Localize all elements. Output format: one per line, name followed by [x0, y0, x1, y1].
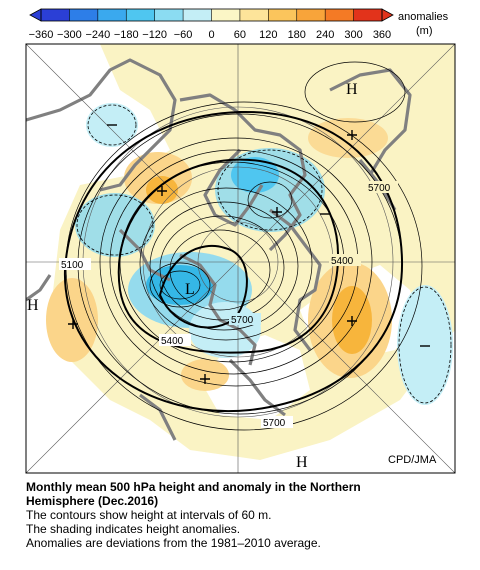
colorbar-segment	[69, 9, 99, 21]
colorbar-tick-label: 180	[288, 29, 306, 41]
colorbar-tick-label: −180	[114, 29, 139, 41]
colorbar-segment	[97, 9, 127, 21]
colorbar-segment	[154, 9, 184, 21]
colorbar-left-arrow	[29, 8, 42, 22]
colorbar-tick-label: −120	[142, 29, 167, 41]
colorbar-tick-label: 300	[344, 29, 362, 41]
colorbar-units: (m)	[416, 25, 433, 37]
high-center-west: H	[27, 297, 39, 314]
caption-anomaly-note: Anomalies are deviations from the 1981–2…	[26, 536, 321, 550]
high-center-north: H	[346, 81, 358, 98]
caption-title-line-2: Hemisphere (Dec.2016)	[26, 494, 159, 508]
colorbar-right-arrow	[381, 8, 394, 22]
caption-contour-note: The contours show height at intervals of…	[26, 508, 272, 522]
colorbar-segment	[183, 9, 212, 21]
colorbar-tick-label: 120	[259, 29, 277, 41]
colorbar-segment	[325, 9, 354, 21]
anomaly-colorbar: −360 −300 −240 −180 −120 −60 0 60 120 180 240 300 36…	[29, 8, 449, 41]
colorbar-tick-label: 360	[373, 29, 391, 41]
map-credit: CPD/JMA	[388, 454, 437, 466]
contour-label-5400-west: 5400	[161, 336, 184, 347]
colorbar-segment	[211, 9, 241, 21]
colorbar-tick-label: −60	[174, 29, 193, 41]
contour-label-5700-west: 5100	[61, 260, 84, 271]
low-center: L	[185, 281, 195, 298]
figure-caption: Monthly mean 500 hPa height and anomaly …	[26, 480, 466, 550]
colorbar-segment	[41, 9, 70, 21]
anomaly-shading	[46, 103, 453, 405]
colorbar-segment	[268, 9, 298, 21]
contour-label-5700-east: 5700	[368, 183, 391, 194]
contour-label-5400-east: 5400	[331, 256, 354, 267]
colorbar-tick-label: −360	[29, 29, 54, 41]
caption-title-line-1: Monthly mean 500 hPa height and anomaly …	[26, 480, 361, 494]
colorbar-segment	[296, 9, 326, 21]
pressure-centers: H H H L	[27, 81, 358, 471]
anomaly-sign-markers	[68, 124, 430, 384]
colorbar-tick-label: −300	[57, 29, 82, 41]
map-panel: 5700 5400 5400 5100 5700 5700 H H H L CP…	[25, 43, 456, 474]
height-anomaly-map-figure: −360 −300 −240 −180 −120 −60 0 60 120 180 240 300 36…	[25, 8, 456, 474]
colorbar-segment	[126, 9, 155, 21]
high-center-south: H	[296, 454, 308, 471]
contour-label-5100: 5700	[231, 315, 254, 326]
colorbar-segment	[353, 9, 383, 21]
contour-labels: 5700 5400 5400 5100 5700 5700	[59, 181, 398, 429]
caption-shading-note: The shading indicates height anomalies.	[26, 522, 241, 536]
colorbar-segment	[239, 9, 269, 21]
colorbar-tick-label: −240	[85, 29, 110, 41]
contour-label-5700-south: 5700	[263, 418, 286, 429]
colorbar-tick-label: 0	[208, 29, 214, 41]
colorbar-units-label: anomalies	[398, 11, 449, 23]
colorbar-tick-label: 60	[234, 29, 246, 41]
colorbar-tick-label: 240	[316, 29, 334, 41]
coastlines	[26, 58, 412, 441]
